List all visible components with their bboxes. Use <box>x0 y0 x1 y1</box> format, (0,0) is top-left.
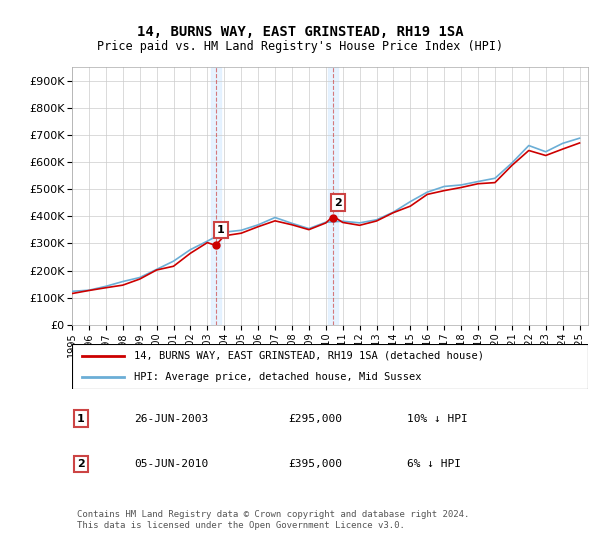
Text: 1: 1 <box>77 414 85 423</box>
Text: 1: 1 <box>217 225 224 235</box>
Bar <box>211 67 221 325</box>
Text: Contains HM Land Registry data © Crown copyright and database right 2024.
This d: Contains HM Land Registry data © Crown c… <box>77 510 470 530</box>
Text: HPI: Average price, detached house, Mid Sussex: HPI: Average price, detached house, Mid … <box>134 372 421 382</box>
Text: £295,000: £295,000 <box>289 414 343 423</box>
Text: 10% ↓ HPI: 10% ↓ HPI <box>407 414 468 423</box>
Text: 2: 2 <box>334 198 342 208</box>
Bar <box>328 67 338 325</box>
Text: 14, BURNS WAY, EAST GRINSTEAD, RH19 1SA (detached house): 14, BURNS WAY, EAST GRINSTEAD, RH19 1SA … <box>134 351 484 361</box>
Text: £395,000: £395,000 <box>289 459 343 469</box>
FancyBboxPatch shape <box>72 344 588 389</box>
Text: 26-JUN-2003: 26-JUN-2003 <box>134 414 208 423</box>
Text: 6% ↓ HPI: 6% ↓ HPI <box>407 459 461 469</box>
Text: 2: 2 <box>77 459 85 469</box>
Text: Price paid vs. HM Land Registry's House Price Index (HPI): Price paid vs. HM Land Registry's House … <box>97 40 503 53</box>
Text: 05-JUN-2010: 05-JUN-2010 <box>134 459 208 469</box>
Text: 14, BURNS WAY, EAST GRINSTEAD, RH19 1SA: 14, BURNS WAY, EAST GRINSTEAD, RH19 1SA <box>137 25 463 39</box>
